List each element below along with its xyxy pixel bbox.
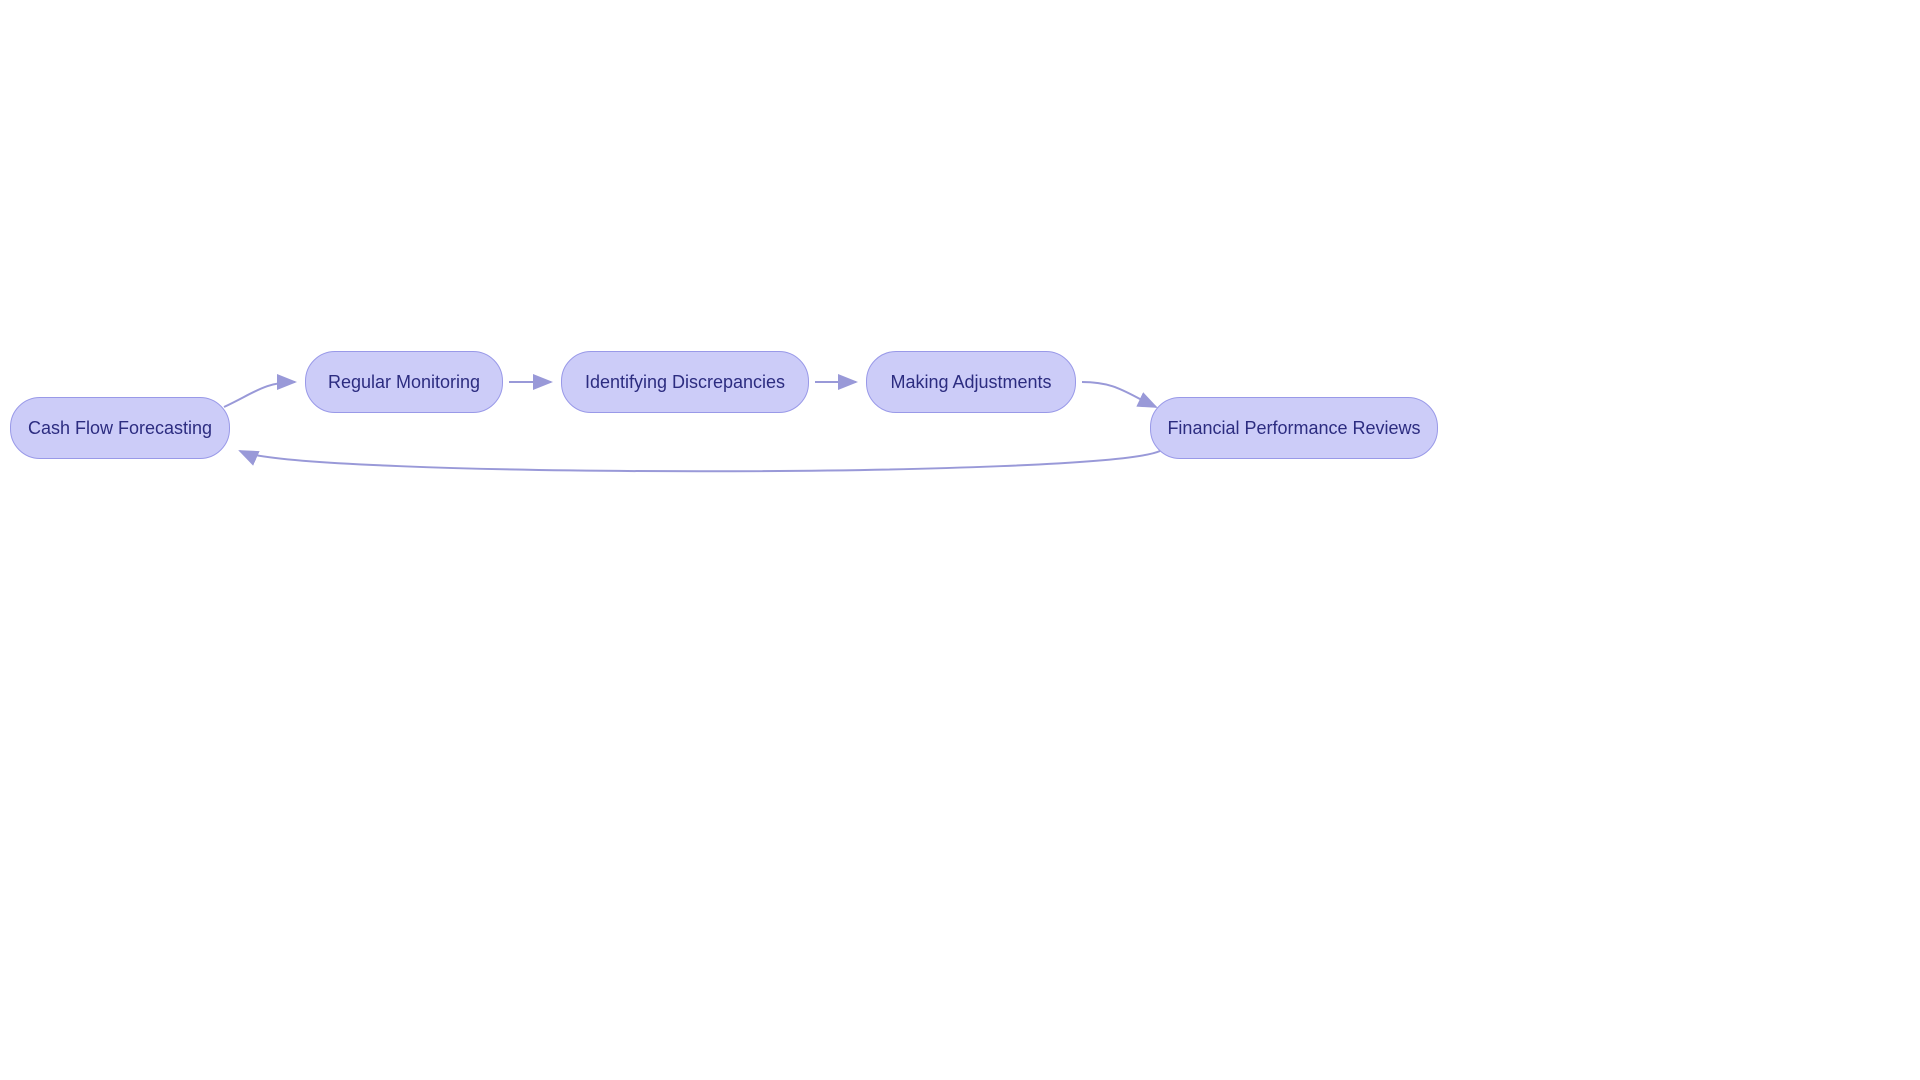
flowchart-node-label: Regular Monitoring [328, 372, 480, 393]
flowchart-node-label: Making Adjustments [890, 372, 1051, 393]
flowchart-node-n1: Cash Flow Forecasting [10, 397, 230, 459]
flowchart-node-n4: Making Adjustments [866, 351, 1076, 413]
flowchart-node-n3: Identifying Discrepancies [561, 351, 809, 413]
flowchart-node-n5: Financial Performance Reviews [1150, 397, 1438, 459]
flowchart-edge-n4-n5 [1082, 382, 1156, 407]
flowchart-node-n2: Regular Monitoring [305, 351, 503, 413]
flowchart-connectors [0, 0, 1920, 1080]
flowchart-node-label: Identifying Discrepancies [585, 372, 785, 393]
flowchart-node-label: Financial Performance Reviews [1167, 418, 1420, 439]
flowchart-edge-n1-n2 [224, 382, 295, 407]
flowchart-node-label: Cash Flow Forecasting [28, 418, 212, 439]
flowchart-edge-n5-n1 [240, 451, 1160, 471]
